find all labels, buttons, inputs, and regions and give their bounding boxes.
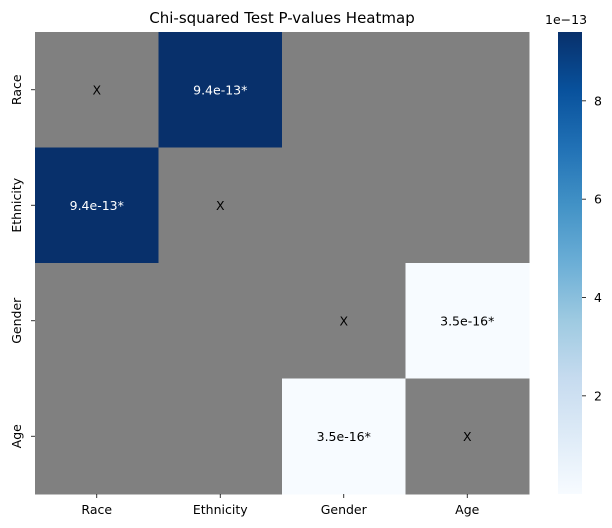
colorbar-tick-label: 4 xyxy=(594,290,602,305)
cell-value-label: 3.5e-16* xyxy=(317,429,371,444)
cell-value-label: X xyxy=(92,82,101,97)
heatmap-cell xyxy=(405,147,530,264)
x-tick-label: Age xyxy=(455,502,479,517)
cell-value-label: X xyxy=(339,313,348,328)
cell-value-label: 9.4e-13* xyxy=(70,198,124,213)
heatmap-cells xyxy=(35,32,530,495)
y-tick-label: Ethnicity xyxy=(9,177,24,232)
y-tick-label: Age xyxy=(9,424,24,448)
heatmap-cell xyxy=(282,378,406,495)
colorbar-gradient xyxy=(558,32,582,494)
colorbar-exponent-label: 1e−13 xyxy=(545,12,587,27)
heatmap-cell xyxy=(282,32,406,148)
heatmap-cell xyxy=(35,32,159,148)
heatmap-cell xyxy=(282,263,406,379)
colorbar-tick-label: 6 xyxy=(594,192,602,207)
heatmap-cell xyxy=(35,147,159,264)
colorbar-ticks: 2 4 6 8 xyxy=(582,93,602,403)
y-tick-label: Gender xyxy=(9,297,24,344)
x-axis: Race Ethnicity Gender Age xyxy=(81,494,480,517)
heatmap-cell-labels: X 9.4e-13* 9.4e-13* X X 3.5e-16* 3.5e-16* X xyxy=(70,82,495,444)
x-tick-label: Ethnicity xyxy=(193,502,248,517)
x-tick-label: Race xyxy=(81,502,112,517)
colorbar-tick-label: 2 xyxy=(594,388,602,403)
y-axis: Race Ethnicity Gender Age xyxy=(9,74,35,448)
heatmap-cell xyxy=(35,263,159,379)
heatmap-cell xyxy=(405,378,530,495)
heatmap-cell xyxy=(158,32,283,148)
cell-value-label: 9.4e-13* xyxy=(193,82,247,97)
cell-value-label: X xyxy=(463,429,472,444)
heatmap-cell xyxy=(405,32,530,148)
heatmap-cell xyxy=(158,147,283,264)
heatmap-cell xyxy=(158,263,283,379)
heatmap-cell xyxy=(405,263,530,379)
heatmap-cell xyxy=(282,147,406,264)
x-tick-label: Gender xyxy=(321,502,368,517)
colorbar: 1e−13 2 4 6 8 xyxy=(545,12,602,494)
cell-value-label: 3.5e-16* xyxy=(440,313,494,328)
y-tick-label: Race xyxy=(9,74,24,105)
colorbar-tick-label: 8 xyxy=(594,93,602,108)
heatmap-cell xyxy=(35,378,159,495)
chart-title: Chi-squared Test P-values Heatmap xyxy=(149,9,414,27)
cell-value-label: X xyxy=(216,198,225,213)
heatmap-cell xyxy=(158,378,283,495)
